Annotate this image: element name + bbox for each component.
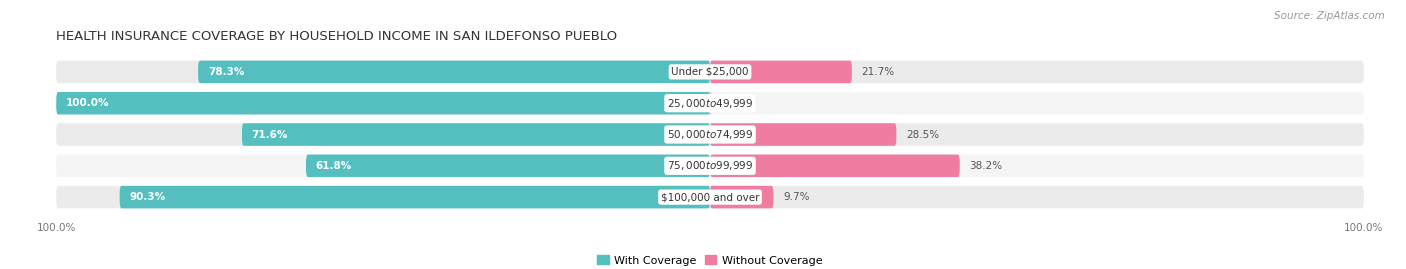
FancyBboxPatch shape	[56, 186, 1364, 208]
FancyBboxPatch shape	[710, 123, 897, 146]
Text: 0.0%: 0.0%	[720, 98, 747, 108]
Text: $100,000 and over: $100,000 and over	[661, 192, 759, 202]
FancyBboxPatch shape	[56, 92, 1364, 115]
Text: $25,000 to $49,999: $25,000 to $49,999	[666, 97, 754, 110]
Text: 9.7%: 9.7%	[783, 192, 810, 202]
FancyBboxPatch shape	[710, 154, 960, 177]
Text: 28.5%: 28.5%	[905, 129, 939, 140]
Text: 21.7%: 21.7%	[862, 67, 894, 77]
Legend: With Coverage, Without Coverage: With Coverage, Without Coverage	[593, 251, 827, 269]
FancyBboxPatch shape	[709, 92, 711, 115]
Text: 71.6%: 71.6%	[252, 129, 288, 140]
Text: 90.3%: 90.3%	[129, 192, 166, 202]
Text: Source: ZipAtlas.com: Source: ZipAtlas.com	[1274, 11, 1385, 21]
Text: $50,000 to $74,999: $50,000 to $74,999	[666, 128, 754, 141]
FancyBboxPatch shape	[56, 123, 1364, 146]
Text: 61.8%: 61.8%	[316, 161, 352, 171]
Text: 38.2%: 38.2%	[970, 161, 1002, 171]
Text: 100.0%: 100.0%	[66, 98, 110, 108]
Text: HEALTH INSURANCE COVERAGE BY HOUSEHOLD INCOME IN SAN ILDEFONSO PUEBLO: HEALTH INSURANCE COVERAGE BY HOUSEHOLD I…	[56, 30, 617, 43]
FancyBboxPatch shape	[710, 186, 773, 208]
FancyBboxPatch shape	[198, 61, 710, 83]
FancyBboxPatch shape	[56, 61, 1364, 83]
FancyBboxPatch shape	[56, 92, 710, 115]
FancyBboxPatch shape	[120, 186, 710, 208]
Text: $75,000 to $99,999: $75,000 to $99,999	[666, 159, 754, 172]
Text: 78.3%: 78.3%	[208, 67, 245, 77]
FancyBboxPatch shape	[307, 154, 710, 177]
FancyBboxPatch shape	[56, 154, 1364, 177]
FancyBboxPatch shape	[710, 61, 852, 83]
FancyBboxPatch shape	[242, 123, 710, 146]
Text: Under $25,000: Under $25,000	[671, 67, 749, 77]
